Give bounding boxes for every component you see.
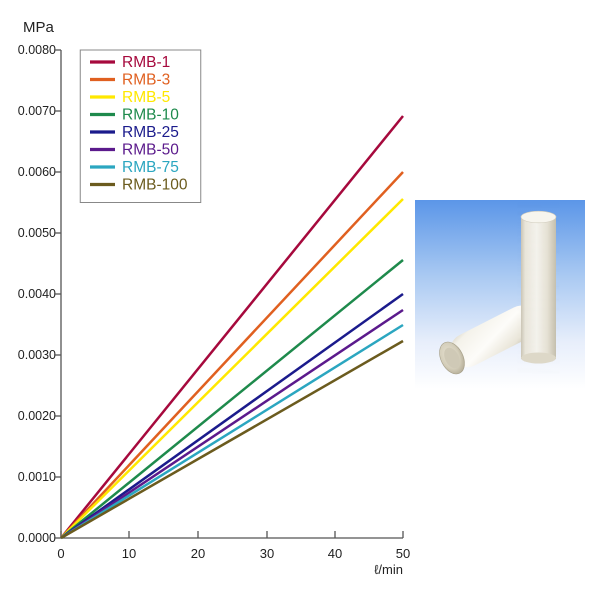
svg-text:0.0010: 0.0010 xyxy=(18,470,56,484)
svg-text:RMB-50: RMB-50 xyxy=(122,142,179,159)
svg-text:RMB-3: RMB-3 xyxy=(122,72,170,89)
svg-text:40: 40 xyxy=(328,546,342,561)
svg-text:50: 50 xyxy=(396,546,410,561)
svg-text:0.0050: 0.0050 xyxy=(18,226,56,240)
svg-text:30: 30 xyxy=(260,546,274,561)
svg-text:0: 0 xyxy=(57,546,64,561)
svg-text:0.0080: 0.0080 xyxy=(18,43,56,57)
svg-text:10: 10 xyxy=(122,546,136,561)
svg-text:0.0070: 0.0070 xyxy=(18,104,56,118)
svg-text:RMB-75: RMB-75 xyxy=(122,159,179,176)
svg-text:0.0030: 0.0030 xyxy=(18,348,56,362)
svg-text:0.0040: 0.0040 xyxy=(18,287,56,301)
svg-text:20: 20 xyxy=(191,546,205,561)
svg-text:RMB-100: RMB-100 xyxy=(122,177,188,194)
svg-text:0.0000: 0.0000 xyxy=(18,531,56,545)
svg-text:0.0020: 0.0020 xyxy=(18,409,56,423)
svg-text:RMB-25: RMB-25 xyxy=(122,124,179,141)
svg-text:RMB-5: RMB-5 xyxy=(122,89,170,106)
svg-text:ℓ/min: ℓ/min xyxy=(374,562,403,577)
svg-text:RMB-1: RMB-1 xyxy=(122,54,170,71)
svg-text:0.0060: 0.0060 xyxy=(18,165,56,179)
svg-text:RMB-10: RMB-10 xyxy=(122,107,179,124)
svg-text:MPa: MPa xyxy=(23,19,55,36)
